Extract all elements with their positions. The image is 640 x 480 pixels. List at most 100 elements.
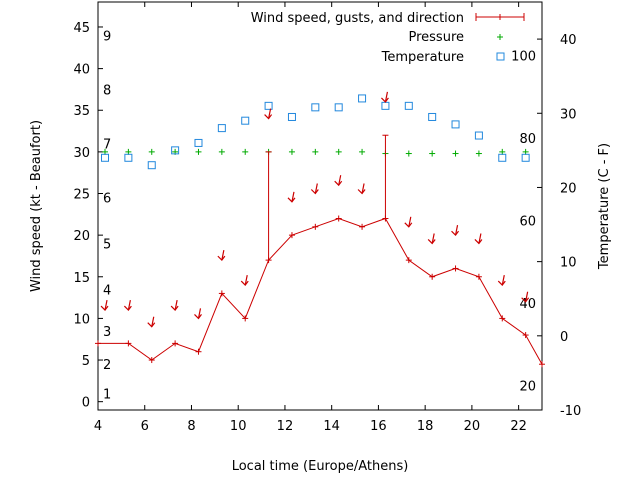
beaufort-label: 2 xyxy=(103,358,111,373)
x-tick-label: 22 xyxy=(510,419,527,434)
x-tick-label: 6 xyxy=(141,419,149,434)
wind-direction-arrow-head xyxy=(497,280,506,287)
y-left-tick-label: 5 xyxy=(82,354,90,369)
wind-direction-arrow-head xyxy=(264,114,273,120)
wind-direction-arrow-shaft xyxy=(431,233,435,244)
temperature-point xyxy=(171,146,180,155)
fahrenheit-label: 80 xyxy=(519,132,536,147)
temperature-point xyxy=(264,101,273,110)
wind-direction-arrow-shaft xyxy=(127,299,131,311)
x-tick-label: 18 xyxy=(417,419,434,434)
legend-entry-wind: Wind speed, gusts, and direction xyxy=(251,11,464,26)
fahrenheit-label: 20 xyxy=(519,379,536,394)
wind-direction-arrow-head xyxy=(521,297,530,303)
wind-direction-arrow-head xyxy=(334,180,343,187)
beaufort-label: 8 xyxy=(103,83,111,98)
wind-direction-arrow-head xyxy=(310,189,319,195)
wind-direction-arrow-shaft xyxy=(244,274,248,286)
wind-direction-arrow-shaft xyxy=(478,233,482,244)
legend-temperature-mark xyxy=(496,52,505,61)
wind-direction-arrow-head xyxy=(357,189,366,195)
beaufort-label: 1 xyxy=(103,387,111,402)
y-left-tick-label: 40 xyxy=(73,63,90,78)
temperature-point xyxy=(334,103,343,112)
temperature-point xyxy=(147,161,156,170)
wind-direction-arrow-shaft xyxy=(361,183,365,194)
plot-area xyxy=(95,91,545,368)
temperature-point xyxy=(428,112,437,121)
temperature-point xyxy=(241,116,250,125)
y-left-tick-label: 45 xyxy=(73,21,90,36)
x-axis-ticks: 4 6 8 10 12 14 16 18 20 22 xyxy=(94,2,527,434)
beaufort-label: 3 xyxy=(103,325,111,340)
temperature-point xyxy=(124,153,133,162)
wind-direction-arrow-head xyxy=(147,322,156,328)
wind-direction-arrow-head xyxy=(287,197,296,203)
beaufort-label: 9 xyxy=(103,29,111,44)
y-left-tick-label: 35 xyxy=(73,104,90,119)
x-tick-label: 14 xyxy=(323,419,340,434)
wind-direction-arrow-shaft xyxy=(525,291,529,302)
wind-direction-arrow-head xyxy=(240,280,249,287)
fahrenheit-label: 100 xyxy=(511,50,536,65)
y-left-tick-label: 20 xyxy=(73,229,90,244)
plot-frame xyxy=(97,1,543,411)
y-right-tick-label: -10 xyxy=(560,404,581,419)
x-tick-label: 16 xyxy=(370,419,387,434)
temperature-point xyxy=(101,153,110,162)
beaufort-label: 4 xyxy=(103,283,111,298)
y-right-tick-label: 20 xyxy=(560,181,577,196)
y-left-tick-label: 30 xyxy=(73,146,90,161)
temperature-point xyxy=(358,94,367,103)
y-axis-left-label: Wind speed (kt - Beaufort) xyxy=(29,120,44,292)
legend-entry-pressure: Pressure xyxy=(408,30,464,45)
fahrenheit-label: 60 xyxy=(519,214,536,229)
wind-direction-arrow-head xyxy=(474,239,483,245)
temperature-point xyxy=(451,120,460,129)
wind-direction-arrow-head xyxy=(217,255,226,262)
wind-direction-arrow-shaft xyxy=(104,299,108,311)
wind-direction-arrow-head xyxy=(404,222,413,228)
temperature-point xyxy=(217,124,226,133)
temperature-point xyxy=(311,103,320,112)
temperature-point xyxy=(498,153,507,162)
beaufort-labels: 1 2 3 4 5 6 7 8 9 xyxy=(103,29,111,402)
x-axis-label: Local time (Europe/Athens) xyxy=(232,459,409,474)
wind-direction-arrow-head xyxy=(170,305,179,311)
y-left-tick-label: 25 xyxy=(73,188,90,203)
wind-direction-arrow-shaft xyxy=(268,108,272,119)
wind-direction-arrow-shaft xyxy=(174,299,178,311)
temperature-point xyxy=(404,101,413,110)
x-tick-label: 10 xyxy=(230,419,247,434)
wind-direction-arrow-shaft xyxy=(221,250,225,261)
right-y-axis-ticks: -10 0 10 20 30 40 xyxy=(537,33,581,419)
temperature-point xyxy=(474,131,483,140)
legend: Wind speed, gusts, and direction Pressur… xyxy=(251,11,525,65)
beaufort-label: 6 xyxy=(103,192,111,207)
y-axis-right-label: Temperature (C - F) xyxy=(597,143,612,270)
x-tick-label: 4 xyxy=(94,419,102,434)
x-tick-label: 20 xyxy=(464,419,481,434)
wind-direction-arrow-shaft xyxy=(151,316,155,327)
wind-direction-arrow-shaft xyxy=(454,225,459,236)
legend-entry-temperature: Temperature xyxy=(381,50,464,65)
beaufort-label: 7 xyxy=(103,138,111,153)
fahrenheit-labels: 20 40 60 80 100 xyxy=(511,50,536,395)
temperature-point xyxy=(381,101,390,110)
y-right-tick-label: 30 xyxy=(560,107,577,122)
temperature-point xyxy=(194,138,203,147)
wind-direction-arrow-head xyxy=(451,230,460,237)
wind-direction-arrow-shaft xyxy=(501,274,505,286)
y-left-tick-label: 10 xyxy=(73,312,90,327)
beaufort-label: 5 xyxy=(103,237,111,252)
fahrenheit-label: 40 xyxy=(519,297,536,312)
wind-direction-arrow-shaft xyxy=(408,216,412,227)
wind-direction-arrow-head xyxy=(123,305,132,311)
y-left-tick-label: 0 xyxy=(82,396,90,411)
y-right-tick-label: 0 xyxy=(560,330,568,345)
x-tick-label: 8 xyxy=(187,419,195,434)
x-tick-label: 12 xyxy=(277,419,294,434)
temperature-point xyxy=(521,153,530,162)
temperature-point xyxy=(287,112,296,121)
wind-direction-arrow-head xyxy=(427,239,436,245)
